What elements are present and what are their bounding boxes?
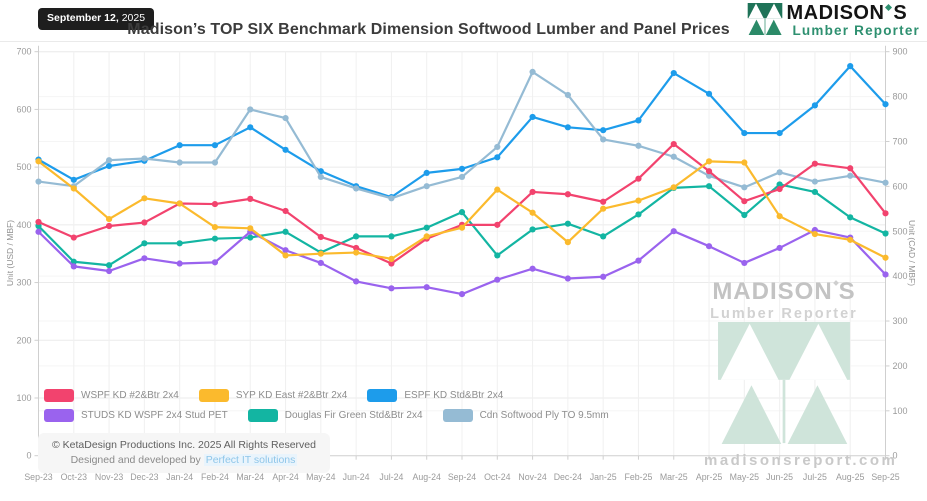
page-title: Madison’s TOP SIX Benchmark Dimension So… xyxy=(127,21,730,38)
legend-label: Cdn Softwood Ply TO 9.5mm xyxy=(479,410,609,421)
svg-text:400: 400 xyxy=(16,220,31,230)
svg-text:800: 800 xyxy=(893,92,908,102)
svg-text:Sep-25: Sep-25 xyxy=(871,472,899,482)
svg-text:Dec-23: Dec-23 xyxy=(130,472,158,482)
svg-text:500: 500 xyxy=(16,162,31,172)
svg-text:Jul-24: Jul-24 xyxy=(379,472,403,482)
legend-item[interactable]: Douglas Fir Green Std&Btr 2x4 xyxy=(247,409,423,422)
svg-text:Unit (USD / MBF): Unit (USD / MBF) xyxy=(5,220,15,286)
svg-text:300: 300 xyxy=(16,278,31,288)
svg-text:Jun-24: Jun-24 xyxy=(343,472,370,482)
legend-label: STUDS KD WSPF 2x4 Stud PET xyxy=(81,410,228,421)
svg-text:Dec-24: Dec-24 xyxy=(554,472,582,482)
svg-text:Sep-23: Sep-23 xyxy=(24,472,52,482)
brand-tagline: Lumber Reporter xyxy=(792,23,920,38)
svg-text:Oct-24: Oct-24 xyxy=(484,472,511,482)
svg-text:Apr-24: Apr-24 xyxy=(272,472,299,482)
svg-text:May-25: May-25 xyxy=(730,472,759,482)
legend-label: Douglas Fir Green Std&Btr 2x4 xyxy=(284,410,423,421)
legend-label: WSPF KD #2&Btr 2x4 xyxy=(81,390,179,401)
header-divider xyxy=(0,41,927,42)
svg-text:Jul-25: Jul-25 xyxy=(803,472,827,482)
svg-text:Nov-23: Nov-23 xyxy=(95,472,123,482)
legend-item[interactable]: Cdn Softwood Ply TO 9.5mm xyxy=(442,409,609,422)
legend-label: SYP KD East #2&Btr 2x4 xyxy=(235,390,348,401)
svg-text:600: 600 xyxy=(16,104,31,114)
legend-swatch xyxy=(247,409,278,422)
designed-by-text: Designed and developed by Perfect IT sol… xyxy=(70,454,298,466)
developer-link[interactable]: Perfect IT solutions xyxy=(203,454,298,466)
svg-text:Aug-25: Aug-25 xyxy=(836,472,864,482)
svg-text:0: 0 xyxy=(893,451,898,461)
brand-logo: MADISON S Lumber Reporter xyxy=(747,3,920,38)
legend-label: ESPF KD Std&Btr 2x4 xyxy=(404,390,504,401)
svg-text:Unit (CAD / MBF): Unit (CAD / MBF) xyxy=(907,220,917,286)
svg-text:900: 900 xyxy=(893,47,908,57)
svg-text:500: 500 xyxy=(893,226,908,236)
brand-triangles-icon xyxy=(748,3,783,35)
svg-text:Mar-24: Mar-24 xyxy=(236,472,264,482)
date-badge: September 12, 2025 xyxy=(38,8,155,30)
brand-wordmark: MADISON S xyxy=(786,2,908,24)
legend-swatch xyxy=(44,409,74,422)
svg-text:Feb-25: Feb-25 xyxy=(625,472,653,482)
copyright-text: © KetaDesign Productions Inc. 2025 All R… xyxy=(52,439,316,451)
legend-item[interactable]: SYP KD East #2&Btr 2x4 xyxy=(198,389,348,402)
svg-text:Jun-25: Jun-25 xyxy=(766,472,793,482)
svg-text:Mar-25: Mar-25 xyxy=(660,472,688,482)
svg-text:100: 100 xyxy=(16,393,31,403)
brand-apostrophe-icon xyxy=(885,3,893,12)
legend-item[interactable]: WSPF KD #2&Btr 2x4 xyxy=(44,389,179,402)
svg-text:100: 100 xyxy=(893,406,908,416)
svg-text:Jan-25: Jan-25 xyxy=(590,472,617,482)
legend-item[interactable]: STUDS KD WSPF 2x4 Stud PET xyxy=(44,409,228,422)
legend-swatch xyxy=(198,389,229,402)
svg-text:Oct-23: Oct-23 xyxy=(61,472,88,482)
svg-text:300: 300 xyxy=(893,316,908,326)
svg-text:0: 0 xyxy=(26,451,31,461)
svg-text:Jan-24: Jan-24 xyxy=(166,472,193,482)
svg-text:200: 200 xyxy=(893,361,908,371)
legend-row: WSPF KD #2&Btr 2x4 SYP KD East #2&Btr 2x4… xyxy=(38,387,623,404)
svg-text:200: 200 xyxy=(16,335,31,345)
svg-text:600: 600 xyxy=(893,181,908,191)
chart-legend: WSPF KD #2&Btr 2x4 SYP KD East #2&Btr 2x4… xyxy=(38,387,623,427)
credits-box: © KetaDesign Productions Inc. 2025 All R… xyxy=(38,433,330,473)
legend-swatch xyxy=(442,409,473,422)
legend-swatch xyxy=(367,389,398,402)
legend-item[interactable]: ESPF KD Std&Btr 2x4 xyxy=(367,389,503,402)
legend-swatch xyxy=(44,389,74,402)
svg-text:Apr-25: Apr-25 xyxy=(696,472,723,482)
svg-text:Aug-24: Aug-24 xyxy=(413,472,441,482)
svg-text:700: 700 xyxy=(893,136,908,146)
svg-text:700: 700 xyxy=(16,47,31,57)
svg-text:Sep-24: Sep-24 xyxy=(448,472,476,482)
svg-text:Feb-24: Feb-24 xyxy=(201,472,229,482)
svg-text:Nov-24: Nov-24 xyxy=(518,472,546,482)
svg-text:May-24: May-24 xyxy=(306,472,335,482)
svg-text:400: 400 xyxy=(893,271,908,281)
legend-row: STUDS KD WSPF 2x4 Stud PET Douglas Fir Gr… xyxy=(38,407,623,424)
